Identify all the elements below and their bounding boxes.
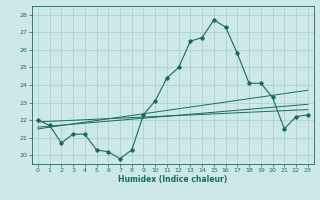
X-axis label: Humidex (Indice chaleur): Humidex (Indice chaleur) [118,175,228,184]
